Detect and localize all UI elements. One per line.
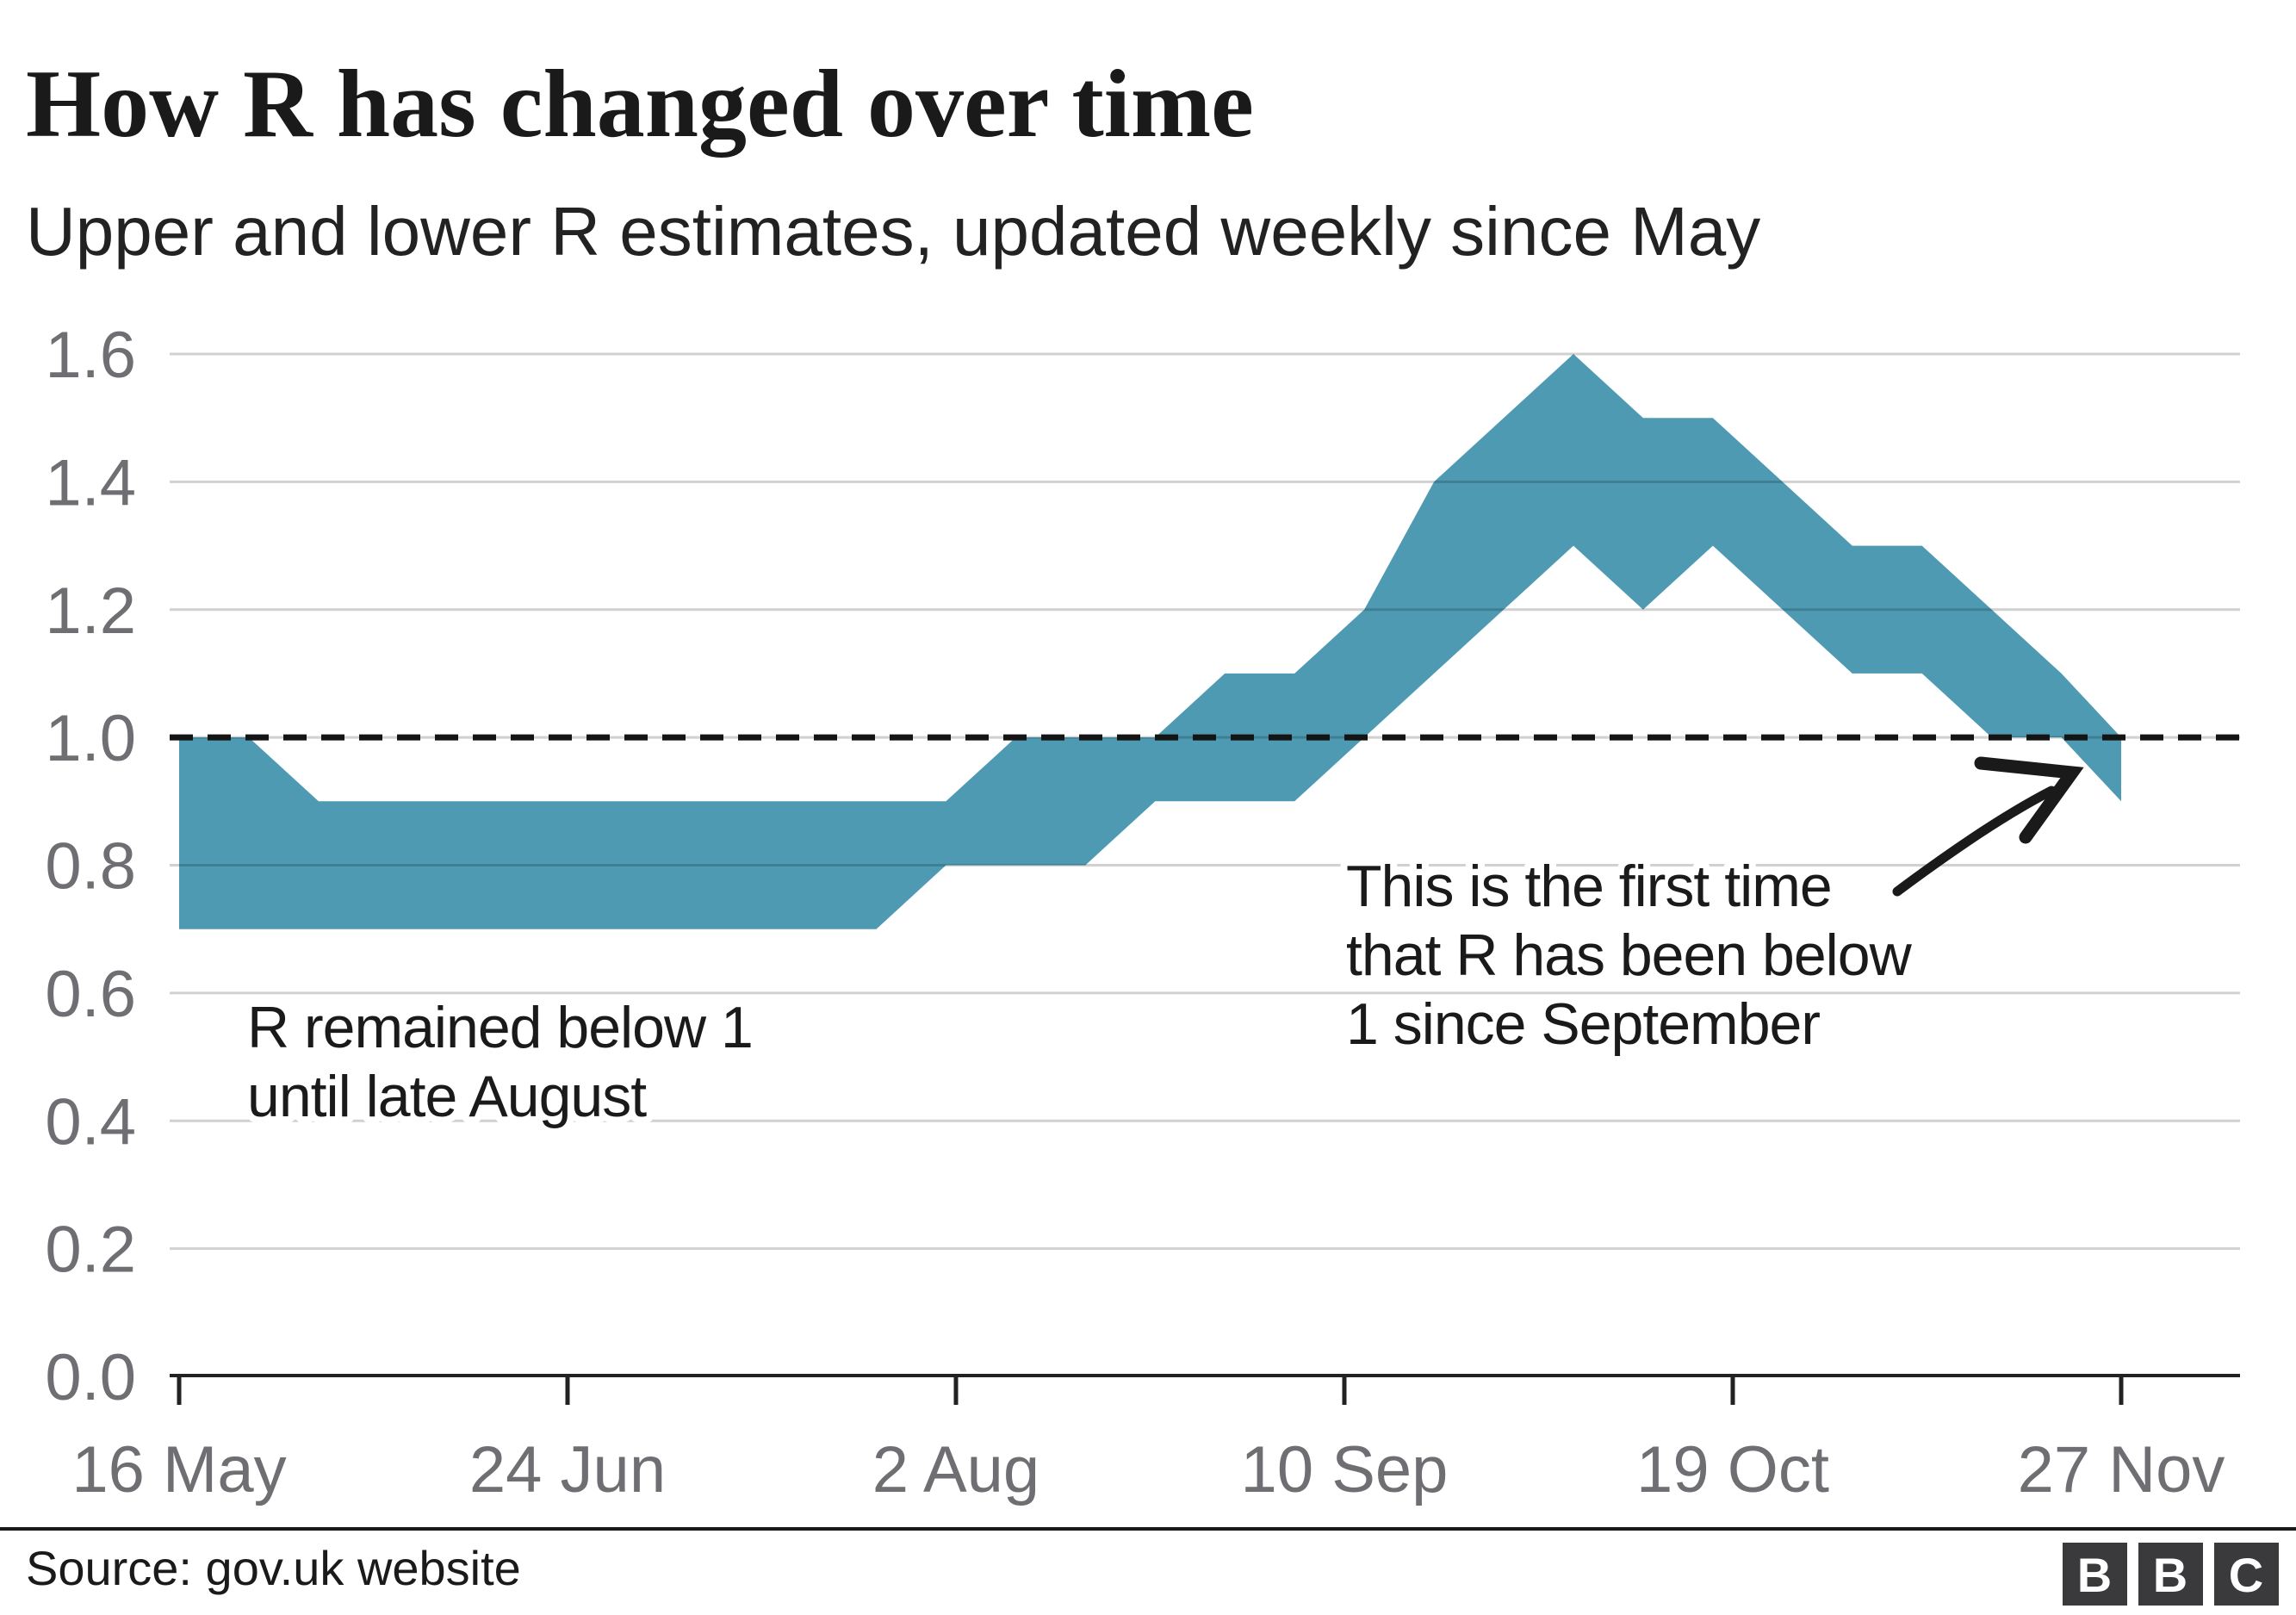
x-axis-label: 2 Aug	[872, 1433, 1039, 1506]
y-axis-label: 1.4	[45, 446, 136, 519]
y-axis-label: 0.8	[45, 830, 136, 904]
annotation-first-time-below-one: This is the first time that R has been b…	[1339, 756, 2084, 1064]
annotation-line: R remained below 1	[247, 995, 753, 1060]
y-axis-label: 0.6	[45, 958, 136, 1031]
x-axis: 16 May 24 Jun 2 Aug 10 Sep 19 Oct 27 Nov	[71, 1374, 2240, 1506]
bbc-logo-letter: C	[2229, 1548, 2263, 1602]
chart-title: How R has changed over time	[26, 51, 1254, 158]
bbc-logo-letter: B	[2077, 1548, 2112, 1602]
estimate-band	[179, 354, 2121, 929]
y-axis-label: 0.2	[45, 1214, 136, 1287]
annotation-below-one: R remained below 1 until late August	[240, 988, 760, 1136]
x-axis-label: 19 Oct	[1636, 1433, 1829, 1506]
footer-divider	[0, 1527, 2296, 1531]
bbc-logo-letter: B	[2153, 1548, 2187, 1602]
bbc-logo-box	[2214, 1543, 2279, 1606]
y-axis-label: 1.2	[45, 575, 136, 648]
annotation-arrow	[1892, 786, 2057, 897]
annotation-line: until late August	[247, 1064, 647, 1129]
y-axis-label: 1.0	[45, 702, 136, 775]
estimate-band-layer	[179, 354, 2121, 929]
x-axis-label: 24 Jun	[469, 1433, 666, 1506]
y-axis-labels: 0.0 0.2 0.4 0.6 0.8 1.0 1.2 1.4 1.6	[45, 319, 136, 1414]
x-axis-label: 16 May	[71, 1433, 286, 1506]
x-axis-label: 10 Sep	[1241, 1433, 1449, 1506]
y-axis-label: 1.6	[45, 319, 136, 392]
chart-subtitle: Upper and lower R estimates, updated wee…	[26, 193, 1760, 270]
x-axis-label: 27 Nov	[2018, 1433, 2225, 1506]
source-credit: Source: gov.uk website	[26, 1541, 521, 1595]
annotation-line: 1 since September	[1346, 991, 1820, 1057]
bbc-logo-box	[2063, 1543, 2127, 1606]
annotation-line: This is the first time	[1346, 854, 1832, 919]
annotation-arrowhead	[1974, 756, 2084, 844]
annotation-line: that R has been below	[1346, 922, 1913, 988]
y-axis-label: 0.0	[45, 1341, 136, 1414]
y-axis-label: 0.4	[45, 1085, 136, 1158]
bbc-logo-box	[2138, 1543, 2203, 1606]
bbc-logo: B B C	[2063, 1543, 2279, 1606]
